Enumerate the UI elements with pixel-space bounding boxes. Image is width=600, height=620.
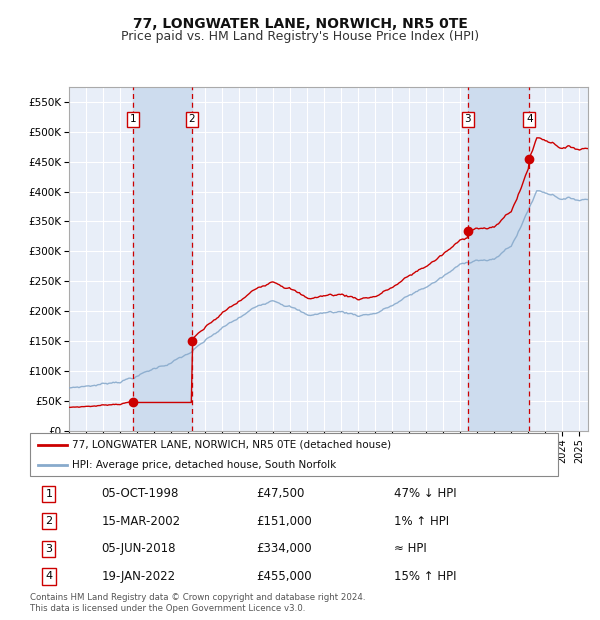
Text: 47% ↓ HPI: 47% ↓ HPI xyxy=(394,487,457,500)
FancyBboxPatch shape xyxy=(30,433,558,476)
Text: 4: 4 xyxy=(45,572,52,582)
Text: 05-JUN-2018: 05-JUN-2018 xyxy=(101,542,176,556)
Text: £334,000: £334,000 xyxy=(256,542,311,556)
Text: £151,000: £151,000 xyxy=(256,515,311,528)
Text: 3: 3 xyxy=(46,544,52,554)
Text: £47,500: £47,500 xyxy=(256,487,304,500)
Text: 15-MAR-2002: 15-MAR-2002 xyxy=(101,515,181,528)
Text: 1: 1 xyxy=(46,489,52,498)
Text: 1% ↑ HPI: 1% ↑ HPI xyxy=(394,515,449,528)
Text: 19-JAN-2022: 19-JAN-2022 xyxy=(101,570,175,583)
Text: 2: 2 xyxy=(45,516,52,526)
Text: HPI: Average price, detached house, South Norfolk: HPI: Average price, detached house, Sout… xyxy=(72,460,337,470)
Text: 4: 4 xyxy=(526,115,533,125)
Text: 05-OCT-1998: 05-OCT-1998 xyxy=(101,487,179,500)
Text: 3: 3 xyxy=(464,115,471,125)
Text: 77, LONGWATER LANE, NORWICH, NR5 0TE (detached house): 77, LONGWATER LANE, NORWICH, NR5 0TE (de… xyxy=(72,440,391,450)
Text: 15% ↑ HPI: 15% ↑ HPI xyxy=(394,570,457,583)
Text: 1: 1 xyxy=(130,115,136,125)
Bar xyxy=(133,87,191,431)
Text: 77, LONGWATER LANE, NORWICH, NR5 0TE: 77, LONGWATER LANE, NORWICH, NR5 0TE xyxy=(133,17,467,32)
Text: 2: 2 xyxy=(188,115,195,125)
Text: ≈ HPI: ≈ HPI xyxy=(394,542,427,556)
Text: Price paid vs. HM Land Registry's House Price Index (HPI): Price paid vs. HM Land Registry's House … xyxy=(121,30,479,43)
Text: £455,000: £455,000 xyxy=(256,570,311,583)
Bar xyxy=(467,87,529,431)
Text: Contains HM Land Registry data © Crown copyright and database right 2024.
This d: Contains HM Land Registry data © Crown c… xyxy=(30,593,365,613)
